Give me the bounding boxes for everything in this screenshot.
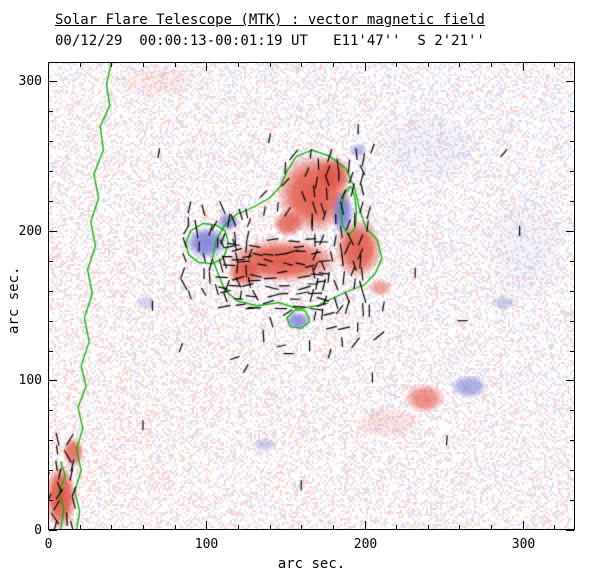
x-tick-label: 100 — [195, 537, 218, 552]
plot-subtitle: 00/12/29 00:00:13-00:01:19 UT E11'47'' S… — [55, 33, 485, 49]
x-axis-title: arc sec. — [277, 556, 346, 572]
y-tick-label: 200 — [19, 224, 42, 239]
x-tick-label: 300 — [512, 537, 535, 552]
magnetogram-canvas — [48, 62, 575, 530]
x-tick-label: 200 — [354, 537, 377, 552]
plot-title: Solar Flare Telescope (MTK) : vector mag… — [55, 12, 485, 28]
y-tick-label: 100 — [19, 373, 42, 388]
y-tick-label: 0 — [34, 523, 42, 538]
y-axis-title: arc sec. — [6, 266, 22, 334]
x-tick-label: 0 — [45, 537, 53, 552]
y-tick-label: 300 — [19, 74, 42, 89]
